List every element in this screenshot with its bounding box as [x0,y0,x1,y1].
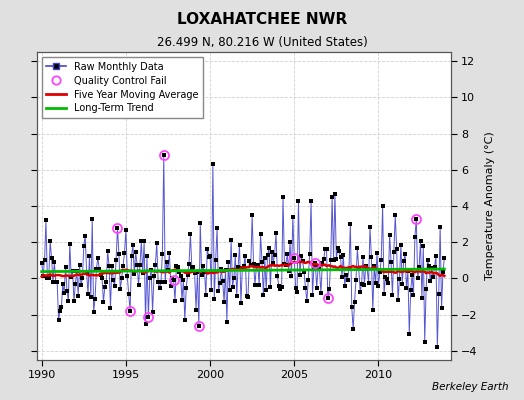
Text: LOXAHATCHEE NWR: LOXAHATCHEE NWR [177,12,347,27]
Y-axis label: Temperature Anomaly (°C): Temperature Anomaly (°C) [485,132,495,280]
Text: 26.499 N, 80.216 W (United States): 26.499 N, 80.216 W (United States) [157,36,367,49]
Text: Berkeley Earth: Berkeley Earth [432,382,508,392]
Legend: Raw Monthly Data, Quality Control Fail, Five Year Moving Average, Long-Term Tren: Raw Monthly Data, Quality Control Fail, … [41,57,203,118]
